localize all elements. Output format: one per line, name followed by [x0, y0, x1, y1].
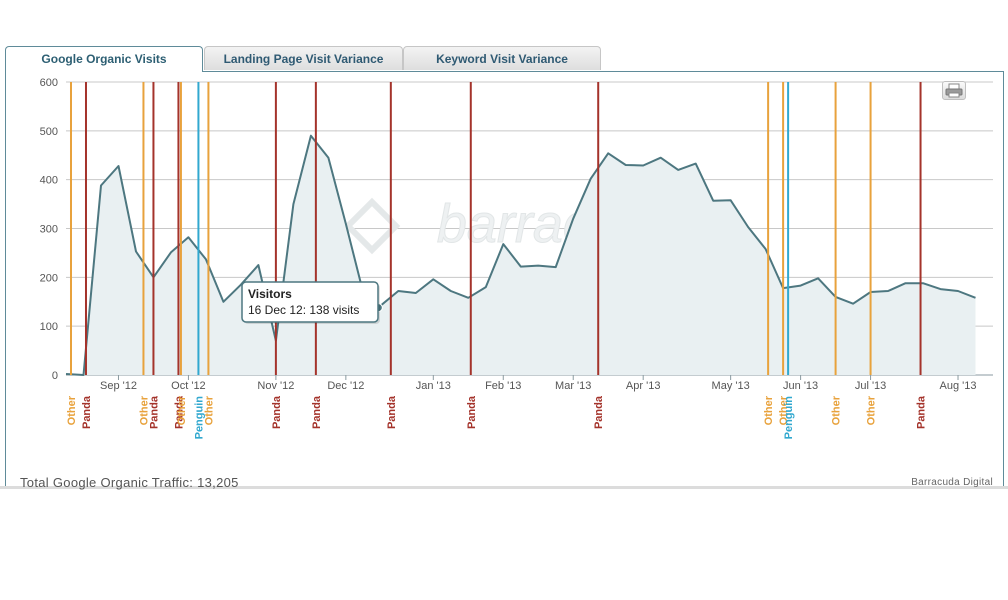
annotation-label-other: Other	[866, 395, 878, 425]
tab-google-organic-visits[interactable]: Google Organic Visits	[5, 46, 203, 72]
data-point	[99, 184, 103, 188]
data-point	[606, 151, 610, 155]
data-point	[711, 199, 715, 203]
annotation-label-penguin: Penguin	[783, 396, 795, 440]
annotation-label-panda: Panda	[593, 395, 605, 429]
annotation-label-other: Other	[778, 395, 790, 425]
annotation-label-other: Other	[66, 395, 78, 425]
data-point	[851, 302, 855, 306]
annotation-label-panda: Panda	[916, 395, 928, 429]
tooltip-box	[241, 281, 379, 323]
annotation-label-other: Other	[138, 395, 150, 425]
y-tick-label: 400	[40, 175, 58, 187]
x-tick-label: Oct '12	[171, 380, 206, 392]
data-point	[886, 289, 890, 293]
data-point	[134, 249, 138, 253]
annotation-label-panda: Panda	[271, 395, 283, 429]
x-tick-label: Jun '13	[783, 380, 818, 392]
data-point	[449, 289, 453, 293]
x-tick-label: Nov '12	[257, 380, 294, 392]
data-point	[519, 265, 523, 269]
annotation-label-other: Other	[176, 395, 188, 425]
x-tick-label: Mar '13	[555, 380, 591, 392]
credit-label: Barracuda Digital	[911, 477, 993, 488]
annotation-label-other: Other	[763, 395, 775, 425]
printer-icon	[945, 83, 963, 98]
data-point	[974, 296, 978, 300]
data-point	[501, 242, 505, 246]
annotation-label-panda: Panda	[466, 395, 478, 429]
data-point	[589, 177, 593, 181]
annotation-label-panda: Panda	[311, 395, 323, 429]
data-point	[484, 285, 488, 289]
data-point	[81, 373, 85, 377]
annotation-label-panda: Panda	[81, 395, 93, 429]
data-point	[554, 265, 558, 269]
tooltip-title: Visitors	[248, 287, 292, 301]
y-tick-label: 100	[40, 321, 58, 333]
data-point	[624, 163, 628, 167]
data-point	[64, 372, 68, 376]
data-point	[466, 296, 470, 300]
data-point	[904, 281, 908, 285]
watermark-logo-icon	[343, 197, 401, 255]
tooltip-text: 16 Dec 12: 138 visits	[248, 303, 359, 317]
data-point	[799, 284, 803, 288]
data-point	[764, 247, 768, 251]
data-point	[291, 202, 295, 206]
panel-bottom-divider	[0, 486, 1008, 489]
annotation-label-other: Other	[831, 395, 843, 425]
data-point	[921, 281, 925, 285]
x-tick-label: Jul '13	[855, 380, 886, 392]
data-point	[186, 235, 190, 239]
data-point	[939, 287, 943, 291]
x-tick-label: May '13	[712, 380, 750, 392]
data-point	[256, 263, 260, 267]
x-tick-label: Feb '13	[485, 380, 521, 392]
data-point	[414, 291, 418, 295]
data-point	[571, 217, 575, 221]
y-tick-label: 0	[52, 370, 58, 382]
data-point	[309, 134, 313, 138]
data-point	[676, 168, 680, 172]
tab-landing-page-visit-variance[interactable]: Landing Page Visit Variance	[204, 46, 403, 70]
total-organic-traffic: Total Google Organic Traffic: 13,205	[20, 475, 239, 490]
data-point	[169, 250, 173, 254]
x-tick-label: Dec '12	[327, 380, 364, 392]
data-point	[431, 277, 435, 281]
data-point	[204, 257, 208, 261]
tab-keyword-visit-variance[interactable]: Keyword Visit Variance	[403, 46, 601, 70]
y-tick-label: 300	[40, 224, 58, 236]
data-point	[116, 164, 120, 168]
y-tick-label: 600	[40, 77, 58, 89]
data-point	[326, 156, 330, 160]
data-point	[641, 164, 645, 168]
annotation-label-panda: Panda	[173, 395, 185, 429]
data-point	[746, 225, 750, 229]
x-tick-label: Jan '13	[416, 380, 451, 392]
annotation-label-panda: Panda	[386, 395, 398, 429]
annotation-label-panda: Panda	[148, 395, 160, 429]
series-line	[65, 134, 976, 376]
x-tick-label: Apr '13	[626, 380, 661, 392]
annotation-label-other: Other	[203, 395, 215, 425]
data-point	[659, 156, 663, 160]
data-point	[344, 222, 348, 226]
data-point	[729, 198, 733, 202]
data-point	[816, 276, 820, 280]
print-button[interactable]	[942, 81, 966, 100]
data-point	[396, 289, 400, 293]
x-tick-label: Sep '12	[100, 380, 137, 392]
data-point	[536, 264, 540, 268]
y-tick-label: 200	[40, 272, 58, 284]
data-point	[221, 300, 225, 304]
data-point	[956, 289, 960, 293]
data-point	[694, 162, 698, 166]
tab-bar: Google Organic Visits Landing Page Visit…	[5, 46, 1005, 72]
x-tick-label: Aug '13	[940, 380, 977, 392]
annotation-label-penguin: Penguin	[193, 396, 205, 440]
y-tick-label: 500	[40, 126, 58, 138]
